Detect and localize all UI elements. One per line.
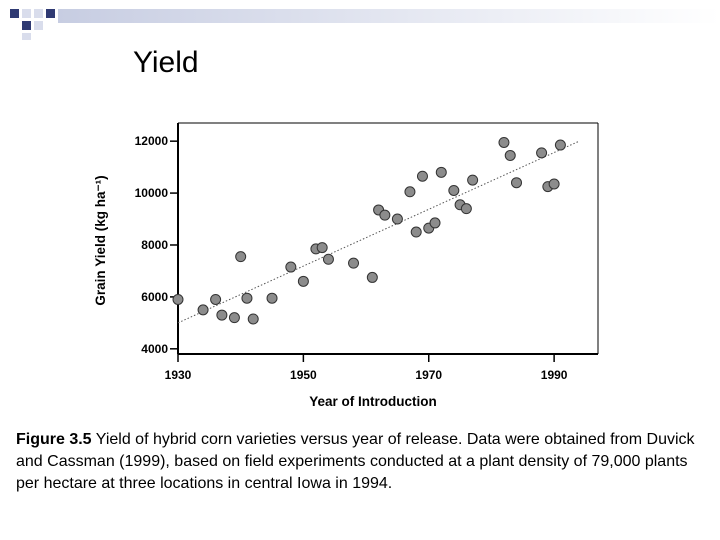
x-tick-label-1990: 1990 — [541, 368, 568, 382]
data-point-34 — [548, 178, 560, 190]
y-tick-label-10000: 10000 — [135, 186, 169, 200]
data-point-0 — [172, 293, 184, 305]
data-point-19 — [404, 186, 416, 198]
data-point-4 — [228, 312, 240, 324]
data-point-10 — [297, 275, 309, 287]
data-point-24 — [435, 166, 447, 178]
data-point-6 — [241, 292, 253, 304]
data-point-15 — [366, 271, 378, 283]
trend-line — [177, 140, 580, 324]
data-point-2 — [210, 293, 222, 305]
data-point-1 — [197, 304, 209, 316]
data-point-12 — [316, 242, 328, 254]
data-point-28 — [467, 174, 479, 186]
data-point-23 — [429, 217, 441, 229]
y-tick-label-4000: 4000 — [141, 342, 168, 356]
y-tick-label-6000: 6000 — [141, 290, 168, 304]
y-axis-label: Grain Yield (kg ha⁻¹) — [93, 175, 108, 305]
y-tick-label-8000: 8000 — [141, 238, 168, 252]
x-tick-label-1950: 1950 — [290, 368, 317, 382]
figure-caption-text: Yield of hybrid corn varieties versus ye… — [16, 431, 695, 492]
data-point-20 — [410, 226, 422, 238]
y-tick-label-12000: 12000 — [135, 134, 169, 148]
decorative-header-bar — [10, 9, 720, 40]
x-tick-label-1930: 1930 — [165, 368, 192, 382]
data-point-27 — [460, 203, 472, 215]
x-tick-label-1970: 1970 — [415, 368, 442, 382]
data-point-17 — [379, 209, 391, 221]
slide-title: Yield — [133, 46, 199, 79]
data-point-14 — [348, 257, 360, 269]
data-point-21 — [416, 170, 428, 182]
data-point-9 — [285, 261, 297, 273]
figure-caption: Figure 3.5 Yield of hybrid corn varietie… — [16, 429, 706, 495]
data-point-3 — [216, 309, 228, 321]
data-point-8 — [266, 292, 278, 304]
data-point-32 — [536, 147, 548, 159]
yield-scatter-chart: 4000 6000 8000 10000 12000 1930 1950 1970 1990 Ye… — [93, 122, 599, 409]
data-point-25 — [448, 184, 460, 196]
x-axis-label: Year of Introduction — [309, 394, 437, 409]
data-point-30 — [504, 149, 516, 161]
data-point-29 — [498, 136, 510, 148]
data-point-31 — [511, 177, 523, 189]
figure-label: Figure 3.5 — [16, 431, 92, 448]
data-point-5 — [235, 251, 247, 263]
data-point-18 — [391, 213, 403, 225]
data-point-35 — [554, 139, 566, 151]
data-point-13 — [322, 253, 334, 265]
data-point-7 — [247, 313, 259, 325]
